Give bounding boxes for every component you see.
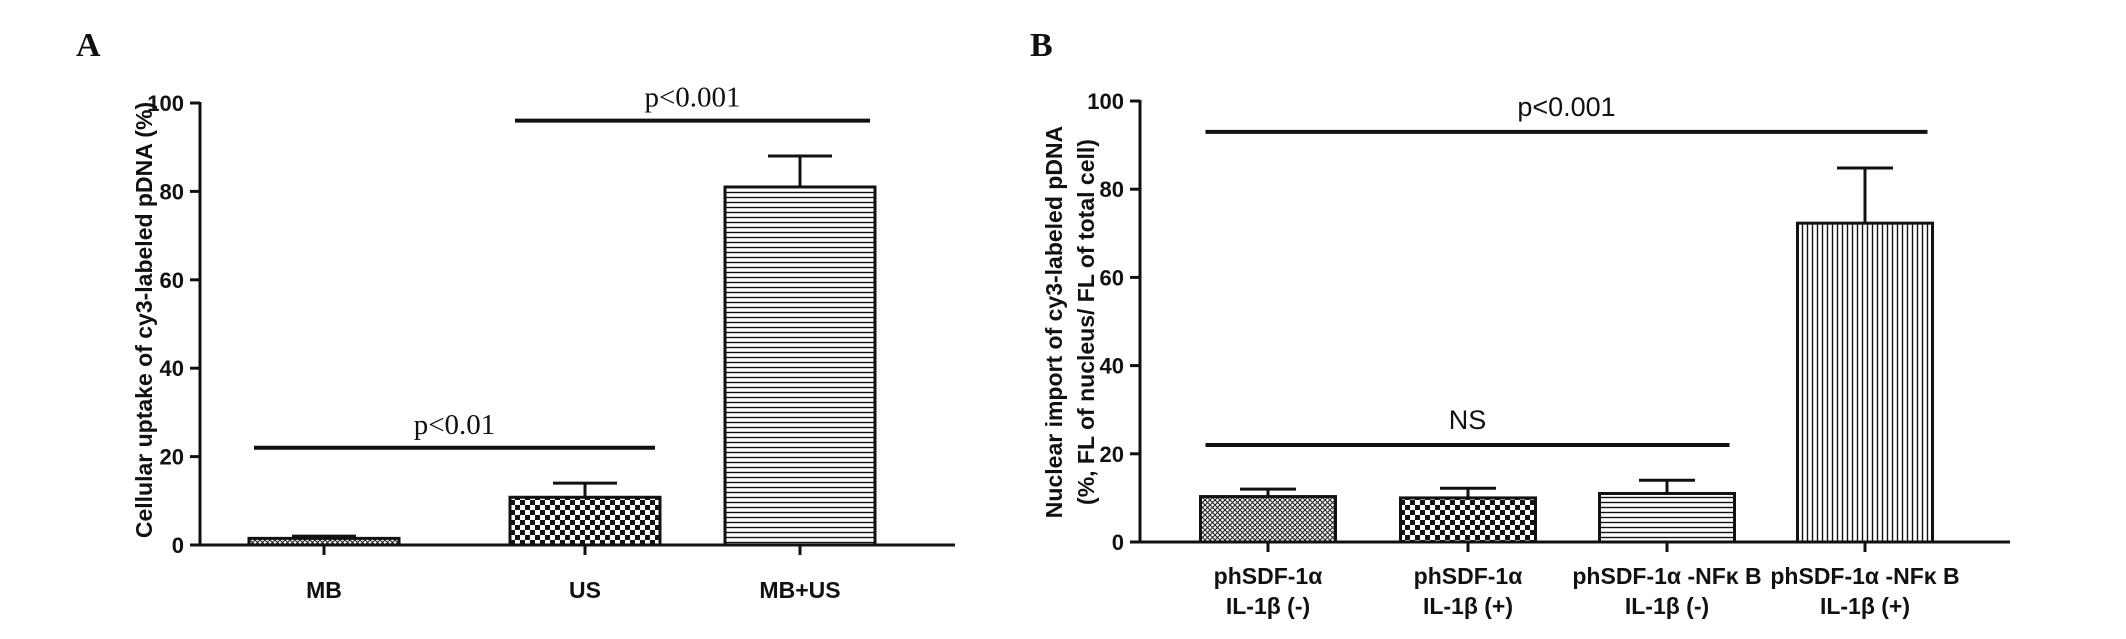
y-tick-label: 60 [1100, 265, 1124, 290]
bar [1199, 495, 1337, 544]
bar [723, 185, 877, 547]
significance-label: NS [1449, 405, 1487, 435]
bar [508, 495, 662, 547]
panel-a-letter: A [76, 27, 101, 64]
significance-label: p<0.01 [414, 409, 496, 441]
significance-label: p<0.001 [644, 82, 740, 114]
x-category-label: MB+US [759, 577, 840, 603]
panel-b-letter: B [1030, 27, 1053, 64]
x-category-label: IL-1β (+) [1820, 593, 1910, 619]
x-category-label: IL-1β (-) [1625, 593, 1709, 619]
y-tick-label: 40 [160, 356, 184, 381]
y-tick-label: 20 [160, 445, 184, 470]
y-tick-label: 0 [172, 533, 184, 558]
y-tick-label: 40 [1100, 354, 1124, 379]
y-axis-label: Nuclear import of cy3-labeled pDNA [1041, 126, 1067, 518]
y-tick-label: 0 [1112, 530, 1124, 555]
x-category-label: phSDF-1α -NFκ B [1572, 563, 1761, 589]
y-axis-label: (%, FL of nucleus/ FL of total cell) [1073, 139, 1099, 505]
y-tick-label: 20 [1100, 442, 1124, 467]
x-category-label: MB [306, 577, 342, 603]
y-tick-label: 80 [1100, 177, 1124, 202]
x-category-label: phSDF-1α [1214, 563, 1323, 589]
x-category-label: IL-1β (+) [1423, 593, 1513, 619]
x-category-label: US [569, 577, 601, 603]
x-category-label: phSDF-1α -NFκ B [1770, 563, 1959, 589]
y-tick-label: 100 [1087, 89, 1124, 114]
x-category-label: phSDF-1α [1414, 563, 1523, 589]
y-tick-label: 100 [147, 91, 184, 116]
bar [1796, 221, 1934, 544]
significance-label: p<0.001 [1517, 92, 1615, 122]
y-tick-label: 60 [160, 268, 184, 293]
bar [1598, 491, 1736, 544]
y-axis-label: Cellular uptake of cy3-labeled pDNA (%) [131, 102, 157, 538]
y-tick-label: 80 [160, 179, 184, 204]
bar [247, 536, 401, 547]
bar [1399, 496, 1537, 544]
panel-b: B 0 20 40 60 80 100 Nuclear import of cy3-labe… [1030, 27, 2010, 619]
x-category-label: IL-1β (-) [1226, 593, 1310, 619]
